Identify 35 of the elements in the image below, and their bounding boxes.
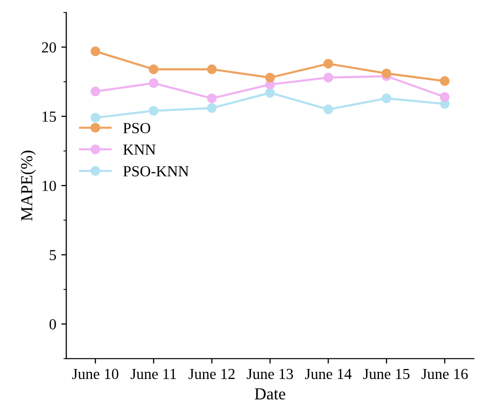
point bbox=[382, 93, 392, 104]
x-tick-label: June 10 bbox=[72, 368, 118, 380]
point bbox=[90, 86, 100, 96]
point bbox=[323, 58, 334, 69]
legend-label: PSO bbox=[123, 122, 150, 134]
x-tick-label: June 15 bbox=[363, 368, 410, 380]
point bbox=[148, 78, 158, 88]
y-tick-label: 10 bbox=[42, 180, 56, 192]
point bbox=[265, 72, 275, 82]
point bbox=[206, 64, 217, 74]
x-tick-label: June 14 bbox=[305, 368, 352, 380]
point bbox=[382, 68, 392, 78]
point bbox=[323, 104, 334, 114]
point bbox=[440, 76, 450, 86]
x-tick-label: June 13 bbox=[246, 368, 294, 380]
y-tick-label: 5 bbox=[50, 250, 56, 260]
point bbox=[206, 103, 217, 113]
x-tick-label: June 12 bbox=[188, 368, 235, 380]
y-tick-label: 0 bbox=[50, 319, 56, 330]
point bbox=[440, 92, 450, 102]
legend-label: PSO-KNN bbox=[123, 166, 189, 176]
point bbox=[148, 106, 158, 116]
y-axis-title: MAPE(%) bbox=[20, 150, 36, 221]
y-tick-label: 20 bbox=[42, 42, 56, 53]
x-tick-label: June 11 bbox=[130, 368, 176, 380]
x-tick-label: June 16 bbox=[421, 368, 468, 380]
point bbox=[323, 72, 334, 82]
point bbox=[265, 88, 275, 98]
point bbox=[148, 64, 158, 74]
point bbox=[206, 93, 217, 104]
y-tick-label: 15 bbox=[42, 112, 56, 122]
x-axis-title: Date bbox=[254, 388, 286, 400]
point bbox=[90, 112, 100, 123]
point bbox=[90, 46, 100, 56]
legend-label: KNN bbox=[123, 144, 156, 155]
